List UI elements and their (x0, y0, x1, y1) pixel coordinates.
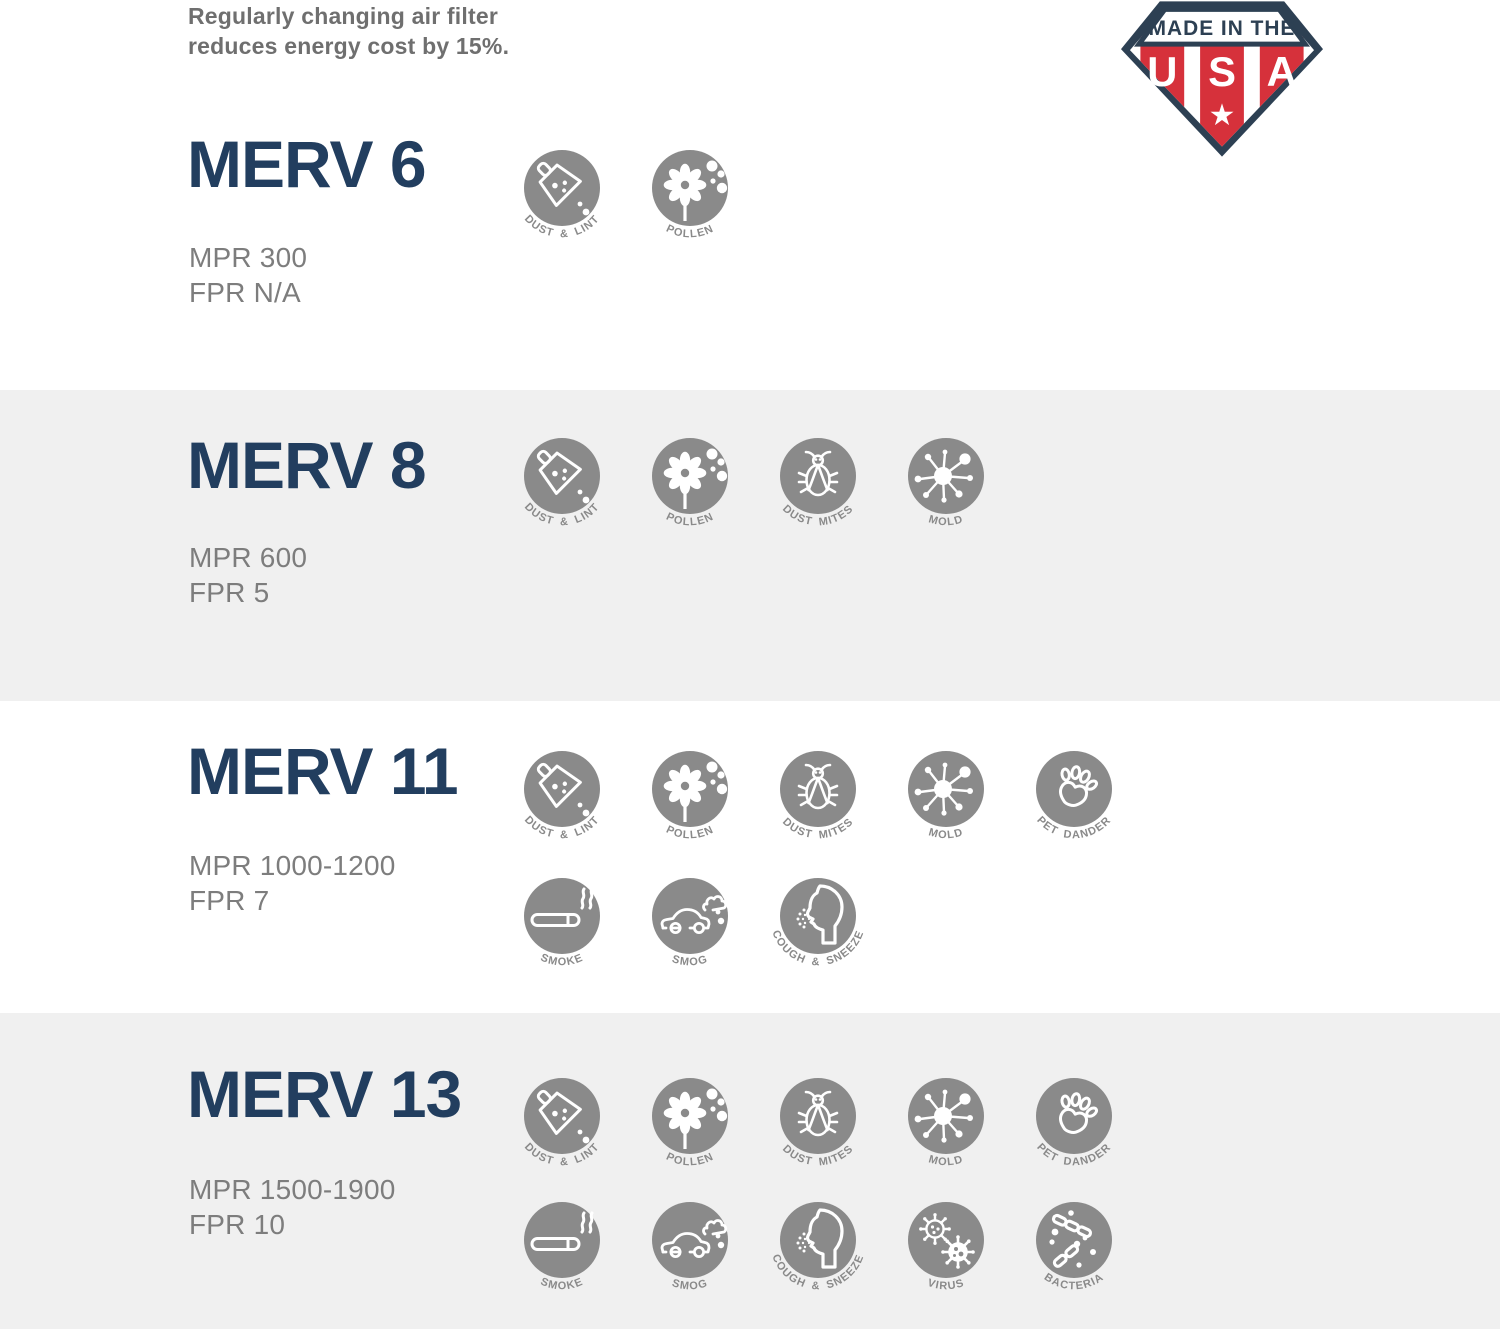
cough-sneeze-icon: COUGH & SNEEZE (758, 870, 878, 992)
dust-mites-icon: DUST MITES (758, 1070, 878, 1192)
section-specs: MPR 1000-1200 FPR 7 (189, 848, 396, 918)
svg-text:POLLEN: POLLEN (664, 511, 716, 529)
mpr-value: MPR 1500-1900 (189, 1174, 396, 1205)
svg-text:POLLEN: POLLEN (664, 824, 716, 842)
svg-text:SMOG: SMOG (671, 953, 710, 968)
pet-dander-icon: PET DANDER (1014, 1070, 1134, 1192)
pollen-icon: POLLEN (630, 1070, 750, 1192)
fpr-value: FPR 7 (189, 885, 270, 916)
svg-text:SMOG: SMOG (671, 1277, 710, 1292)
mpr-value: MPR 600 (189, 542, 308, 573)
energy-savings-note: Regularly changing air filter reduces en… (188, 1, 509, 61)
fpr-value: FPR 5 (189, 577, 270, 608)
svg-text:SMOKE: SMOKE (539, 952, 586, 969)
dust-lint-icon: DUST & LINT (502, 1070, 622, 1192)
pollen-icon: POLLEN (630, 142, 750, 264)
svg-text:POLLEN: POLLEN (664, 223, 716, 241)
section-specs: MPR 1500-1900 FPR 10 (189, 1172, 396, 1242)
section-merv-8: MERV 8 MPR 600 FPR 5 DUST & LINT POLLEN DU… (0, 390, 1500, 701)
dust-mites-icon: DUST MITES (758, 743, 878, 865)
svg-text:MOLD: MOLD (927, 513, 965, 528)
svg-text:MOLD: MOLD (927, 826, 965, 841)
section-merv-13: MERV 13 MPR 1500-1900 FPR 10 DUST & LINT… (0, 1013, 1500, 1329)
virus-icon: VIRUS (886, 1194, 1006, 1316)
dust-lint-icon: DUST & LINT (502, 430, 622, 552)
note-line-2: reduces energy cost by 15%. (188, 33, 510, 59)
mold-icon: MOLD (886, 430, 1006, 552)
section-merv-11: MERV 11 MPR 1000-1200 FPR 7 DUST & LINT P… (0, 701, 1500, 1013)
badge-letter-a: A (1267, 48, 1297, 95)
contaminant-icons: DUST & LINT POLLEN DUST MITES MOLD PET DANDE… (0, 1013, 1500, 1329)
mold-icon: MOLD (886, 743, 1006, 865)
smog-icon: SMOG (630, 1194, 750, 1316)
star-icon: ★ (1209, 98, 1236, 133)
smoke-icon: SMOKE (502, 870, 622, 992)
mold-icon: MOLD (886, 1070, 1006, 1192)
mpr-value: MPR 300 (189, 242, 308, 273)
svg-text:VIRUS: VIRUS (926, 1277, 966, 1292)
fpr-value: FPR 10 (189, 1209, 286, 1240)
section-title: MERV 8 (187, 428, 427, 502)
dust-lint-icon: DUST & LINT (502, 142, 622, 264)
badge-banner (1133, 6, 1311, 47)
pollen-icon: POLLEN (630, 430, 750, 552)
svg-text:MOLD: MOLD (927, 1153, 965, 1168)
section-title: MERV 13 (187, 1057, 462, 1131)
section-specs: MPR 300 FPR N/A (189, 240, 307, 310)
svg-text:SMOKE: SMOKE (539, 1276, 586, 1293)
badge-letter-s: S (1208, 48, 1236, 95)
dust-lint-icon: DUST & LINT (502, 743, 622, 865)
smog-icon: SMOG (630, 870, 750, 992)
contaminant-icons: DUST & LINT POLLEN DUST MITES MOLD PET DANDE… (0, 701, 1500, 1013)
cough-sneeze-icon: COUGH & SNEEZE (758, 1194, 878, 1316)
pet-dander-icon: PET DANDER (1014, 743, 1134, 865)
section-title: MERV 6 (187, 127, 427, 201)
dust-mites-icon: DUST MITES (758, 430, 878, 552)
note-line-1: Regularly changing air filter (188, 3, 498, 29)
mpr-value: MPR 1000-1200 (189, 850, 396, 881)
section-title: MERV 11 (187, 734, 459, 808)
smoke-icon: SMOKE (502, 1194, 622, 1316)
badge-letter-u: U (1147, 48, 1177, 95)
fpr-value: FPR N/A (189, 277, 301, 308)
made-in-usa-badge: MADE IN THE U S A ★ (1120, 1, 1324, 157)
badge-banner-text: MADE IN THE (1149, 17, 1296, 40)
contaminant-icons: DUST & LINT POLLEN DUST MITES MOLD (0, 390, 1500, 701)
svg-text:POLLEN: POLLEN (664, 1151, 716, 1169)
section-specs: MPR 600 FPR 5 (189, 540, 307, 610)
bacteria-icon: BACTERIA (1014, 1194, 1134, 1316)
contaminant-icons: DUST & LINT POLLEN (0, 0, 1500, 390)
pollen-icon: POLLEN (630, 743, 750, 865)
